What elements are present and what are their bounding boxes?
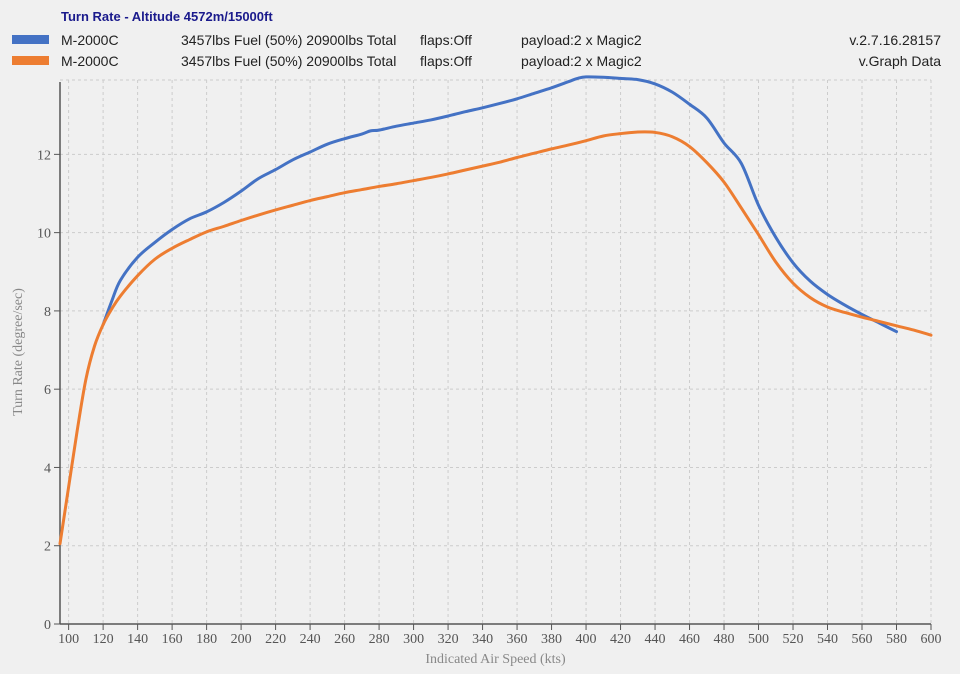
legend-version-2: v.Graph Data — [858, 53, 941, 69]
y-axis-title: Turn Rate (degree/sec) — [11, 288, 26, 416]
x-tick-label: 120 — [93, 632, 114, 647]
y-tick-label: 4 — [44, 461, 51, 476]
series-line-1 — [101, 75, 898, 334]
x-tick-label: 200 — [231, 632, 252, 647]
x-tick-label: 160 — [162, 632, 183, 647]
x-tick-label: 520 — [783, 632, 804, 647]
legend-payload-1: payload:2 x Magic2 — [521, 32, 642, 48]
x-tick-label: 580 — [886, 632, 907, 647]
legend-flaps-2: flaps:Off — [420, 53, 472, 69]
x-tick-label: 460 — [679, 632, 700, 647]
series-line-2 — [58, 130, 933, 546]
legend-swatch-1 — [12, 35, 49, 44]
legend-payload-2: payload:2 x Magic2 — [521, 53, 642, 69]
chart-title: Turn Rate - Altitude 4572m/15000ft — [61, 9, 273, 24]
x-tick-label: 440 — [645, 632, 666, 647]
y-tick-label: 2 — [44, 540, 51, 555]
legend-entry-1: M-2000C 3457lbs Fuel (50%) 20900lbs Tota… — [0, 32, 960, 52]
x-tick-label: 140 — [127, 632, 148, 647]
x-tick-label: 100 — [58, 632, 79, 647]
x-tick-label: 240 — [300, 632, 321, 647]
x-tick-label: 500 — [748, 632, 769, 647]
legend-series-name-2: M-2000C — [61, 53, 119, 69]
y-tick-label: 8 — [44, 305, 51, 320]
x-tick-label: 480 — [714, 632, 735, 647]
y-tick-label: 0 — [44, 618, 51, 633]
x-tick-label: 400 — [576, 632, 597, 647]
x-tick-label: 220 — [265, 632, 286, 647]
x-tick-label: 540 — [817, 632, 838, 647]
y-tick-label: 6 — [44, 383, 51, 398]
x-axis-title: Indicated Air Speed (kts) — [425, 652, 566, 667]
x-tick-label: 340 — [472, 632, 493, 647]
legend-series-name-1: M-2000C — [61, 32, 119, 48]
y-tick-label: 12 — [37, 148, 51, 163]
y-tick-label: 10 — [37, 227, 51, 242]
legend-fuel-1: 3457lbs Fuel (50%) 20900lbs Total — [181, 32, 397, 48]
x-tick-label: 380 — [541, 632, 562, 647]
x-tick-label: 420 — [610, 632, 631, 647]
legend-swatch-2 — [12, 56, 49, 65]
legend-version-1: v.2.7.16.28157 — [849, 32, 941, 48]
x-tick-label: 300 — [403, 632, 424, 647]
x-tick-label: 600 — [921, 632, 942, 647]
x-tick-label: 560 — [852, 632, 873, 647]
legend-entry-2: M-2000C 3457lbs Fuel (50%) 20900lbs Tota… — [0, 53, 960, 73]
legend-flaps-1: flaps:Off — [420, 32, 472, 48]
x-tick-label: 360 — [507, 632, 528, 647]
x-tick-label: 280 — [369, 632, 390, 647]
x-tick-label: 320 — [438, 632, 459, 647]
legend-fuel-2: 3457lbs Fuel (50%) 20900lbs Total — [181, 53, 397, 69]
x-tick-label: 180 — [196, 632, 217, 647]
x-tick-label: 260 — [334, 632, 355, 647]
chart-header: Turn Rate - Altitude 4572m/15000ft M-200… — [0, 0, 960, 78]
